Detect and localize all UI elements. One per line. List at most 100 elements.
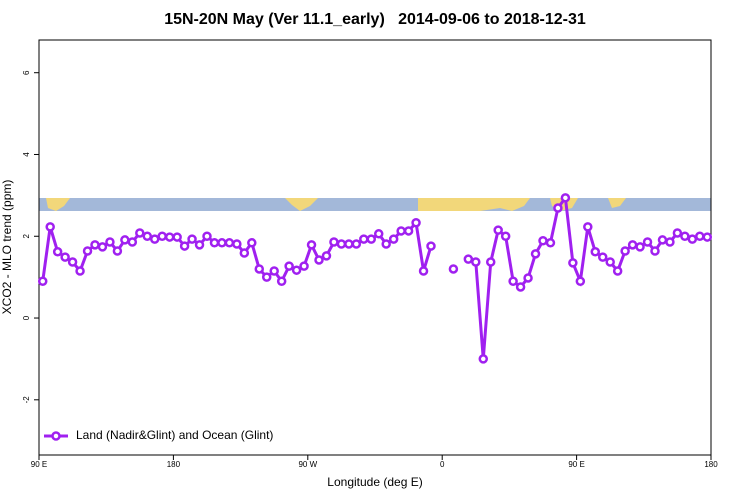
data-point — [471, 257, 481, 267]
data-point — [560, 193, 571, 203]
data-point — [217, 238, 227, 248]
x-axis-label: Longitude (deg E) — [327, 475, 422, 489]
data-point — [45, 222, 55, 232]
data-point — [642, 237, 653, 247]
data-point — [366, 234, 377, 244]
data-point — [508, 276, 518, 286]
data-point — [396, 226, 406, 236]
data-point — [583, 222, 593, 232]
data-point — [82, 246, 93, 256]
data-point — [336, 239, 347, 249]
plot-frame — [38, 39, 712, 456]
data-point — [635, 242, 645, 252]
data-point — [568, 258, 578, 268]
data-point — [500, 231, 511, 242]
data-point — [426, 241, 436, 251]
data-point — [105, 237, 115, 247]
data-point — [553, 203, 563, 213]
data-point — [254, 264, 265, 274]
map-strip — [39, 198, 711, 211]
data-point — [680, 231, 690, 242]
data-point — [515, 282, 526, 292]
data-point — [620, 246, 630, 256]
data-point — [261, 272, 272, 282]
y-tick-label: -2 — [22, 396, 31, 404]
data-point — [135, 228, 145, 238]
data-point — [314, 255, 324, 265]
legend-label: Land (Nadir&Glint) and Ocean (Glint) — [76, 428, 273, 442]
data-point — [485, 257, 496, 267]
data-point — [523, 273, 533, 283]
data-point — [650, 246, 660, 256]
series-line — [467, 193, 708, 360]
data-point — [291, 265, 302, 275]
data-point — [224, 238, 235, 248]
data-point — [149, 234, 160, 244]
data-point — [373, 229, 384, 239]
land-shape — [285, 198, 318, 211]
data-point — [702, 232, 713, 242]
data-point — [120, 235, 130, 245]
data-point — [418, 266, 429, 276]
x-tick-label: 90 W — [298, 460, 317, 469]
data-point — [359, 234, 369, 244]
data-point — [344, 239, 354, 249]
data-point — [172, 232, 182, 242]
land-shape — [46, 198, 70, 211]
data-point — [239, 248, 250, 258]
data-point — [269, 266, 279, 276]
data-point — [52, 247, 63, 257]
x-tick-label: 90 E — [31, 460, 47, 469]
data-point — [299, 261, 309, 271]
chart-title: 15N-20N May (Ver 11.1_early) 2014-09-06 … — [164, 11, 586, 28]
data-point — [381, 239, 391, 249]
y-tick-label: 4 — [22, 152, 31, 157]
data-point — [403, 226, 414, 236]
data-point — [194, 240, 205, 250]
data-point — [247, 238, 257, 248]
data-point — [142, 231, 153, 242]
x-tick-label: 180 — [167, 460, 181, 469]
data-point — [665, 237, 675, 247]
data-point — [75, 266, 85, 276]
data-point — [112, 246, 123, 256]
y-tick-label: 2 — [22, 233, 31, 238]
data-point — [60, 252, 70, 262]
data-point — [276, 276, 287, 286]
y-axis-label: XCO2 - MLO trend (ppm) — [0, 180, 14, 315]
data-point — [448, 264, 459, 274]
y-tick-label: 6 — [22, 70, 31, 75]
data-point — [351, 239, 362, 249]
data-point — [575, 276, 586, 286]
data-point — [597, 252, 608, 262]
data-point — [463, 254, 474, 264]
data-point — [411, 218, 421, 228]
legend-marker — [51, 431, 61, 441]
data-point — [627, 240, 638, 250]
data-point — [538, 236, 548, 246]
data-point — [321, 251, 332, 261]
data-point — [687, 234, 698, 244]
data-point — [329, 237, 339, 247]
x-tick-label: 90 E — [568, 460, 584, 469]
data-point — [388, 234, 399, 244]
data-point — [164, 232, 175, 242]
data-point — [478, 354, 489, 364]
data-point — [232, 239, 242, 249]
ocean-band — [39, 198, 711, 211]
data-point — [545, 238, 556, 248]
data-point — [695, 231, 705, 242]
data-point — [284, 261, 294, 271]
data-point — [127, 237, 138, 247]
data-point — [530, 249, 541, 259]
data-point — [67, 257, 78, 267]
land-shape — [608, 198, 626, 208]
data-point — [590, 247, 601, 257]
data-point — [672, 228, 683, 238]
series-line — [41, 219, 433, 285]
data-point — [202, 231, 212, 242]
data-point — [306, 240, 317, 250]
data-point — [37, 276, 48, 286]
data-point — [493, 225, 503, 235]
